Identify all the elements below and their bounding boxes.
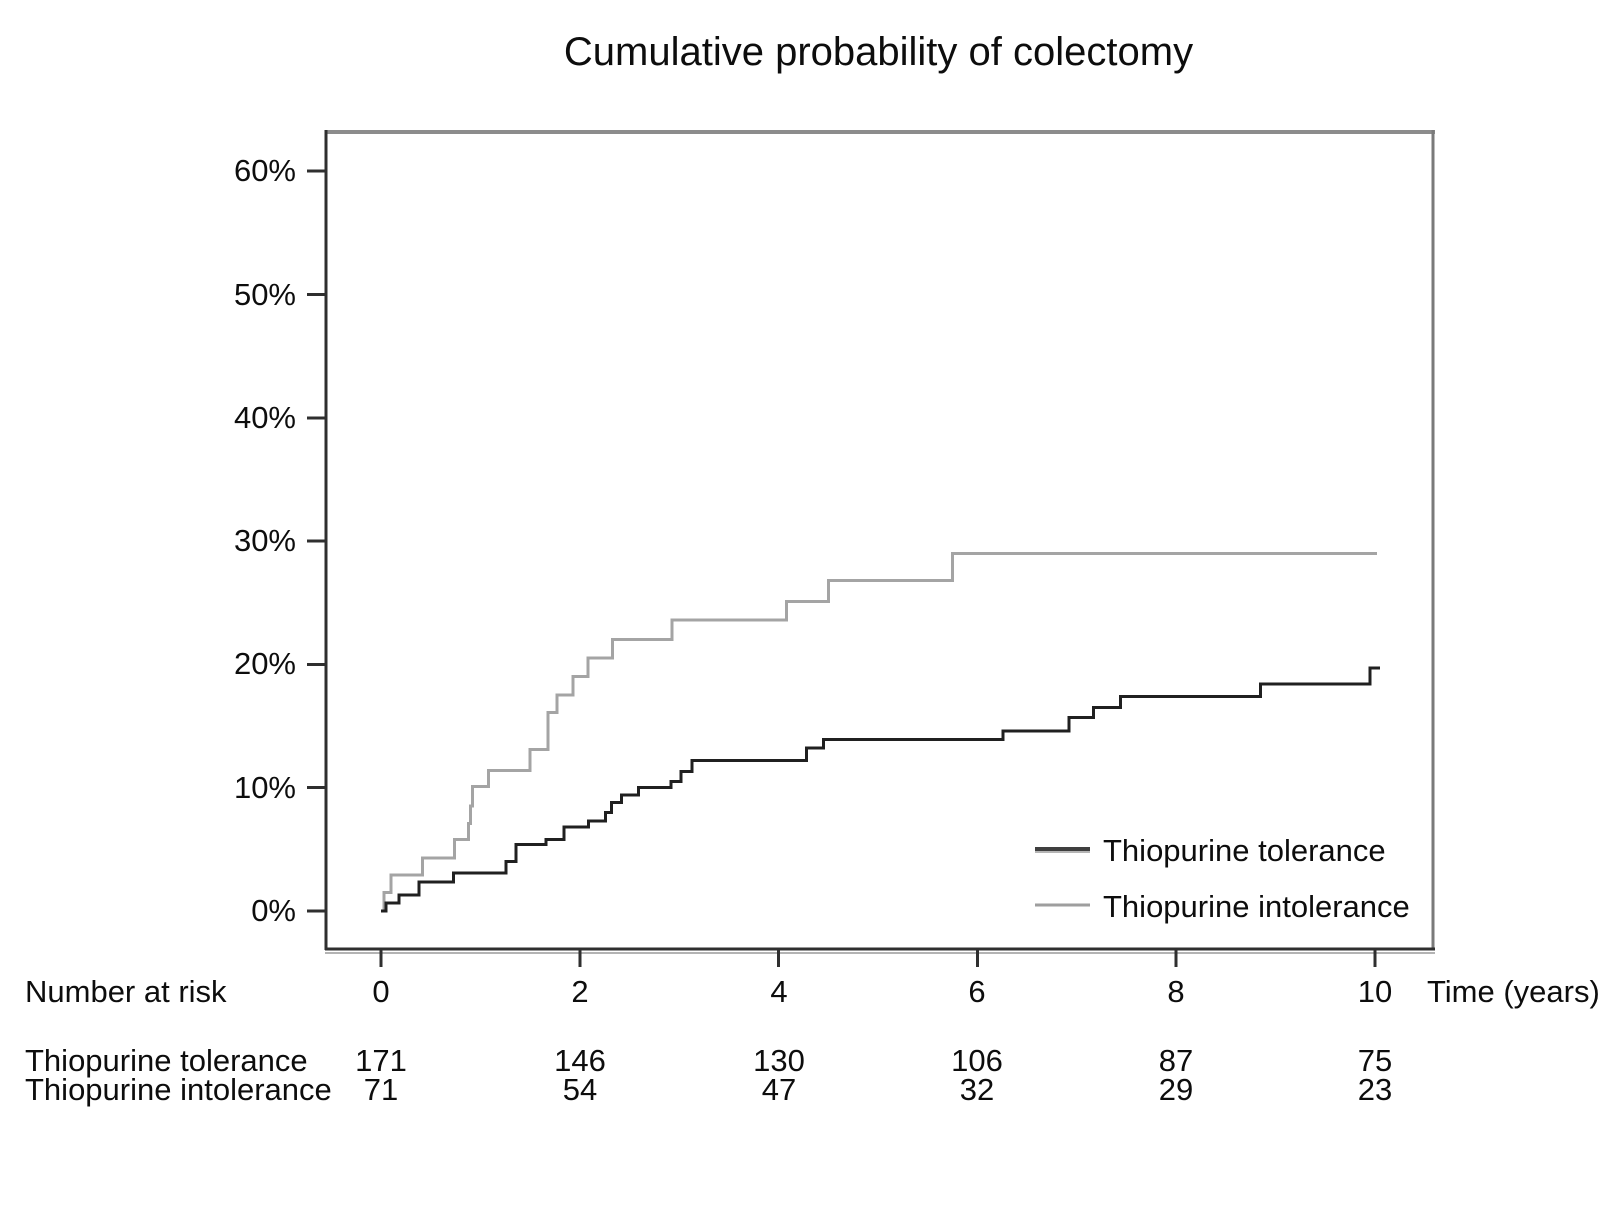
- risk-row-label-tolerance: Thiopurine tolerance: [25, 1043, 308, 1078]
- risk-value: 23: [1357, 1072, 1393, 1107]
- legend-label-intolerance: Thiopurine intolerance: [1103, 889, 1410, 924]
- risk-value: 146: [554, 1043, 606, 1078]
- x-tick-label: 2: [571, 974, 589, 1009]
- risk-value: 29: [1158, 1072, 1194, 1107]
- risk-value: 75: [1357, 1043, 1393, 1078]
- y-tick-label: 20%: [233, 646, 296, 681]
- risk-value: 32: [959, 1072, 995, 1107]
- risk-value: 71: [363, 1072, 399, 1107]
- risk-value: 171: [355, 1043, 407, 1078]
- x-tick-label: 8: [1167, 974, 1185, 1009]
- chart-title: Cumulative probability of colectomy: [563, 30, 1194, 74]
- curve-thiopurine-intolerance: [381, 551, 1377, 913]
- risk-value: 47: [761, 1072, 797, 1107]
- y-tick-label: 60%: [233, 153, 296, 188]
- x-axis-title: Time (years): [1427, 974, 1600, 1009]
- risk-value: 106: [951, 1043, 1003, 1078]
- x-tick-label: 6: [968, 974, 986, 1009]
- curve-thiopurine-tolerance: [381, 666, 1380, 913]
- x-tick-label: 0: [372, 974, 390, 1009]
- risk-value: 130: [753, 1043, 805, 1078]
- y-tick-label: 50%: [233, 277, 296, 312]
- risk-table-heading: Number at risk: [25, 974, 227, 1009]
- legend-label-tolerance: Thiopurine tolerance: [1103, 833, 1386, 868]
- y-tick-label: 10%: [233, 770, 296, 805]
- risk-value: 54: [562, 1072, 598, 1107]
- risk-value: 87: [1158, 1043, 1194, 1078]
- risk-row-label-intolerance: Thiopurine intolerance: [25, 1072, 332, 1107]
- x-tick-label: 4: [770, 974, 788, 1009]
- y-tick-label: 30%: [233, 523, 296, 558]
- x-tick-label: 10: [1357, 974, 1393, 1009]
- y-tick-label: 0%: [251, 893, 296, 928]
- y-tick-label: 40%: [233, 400, 296, 435]
